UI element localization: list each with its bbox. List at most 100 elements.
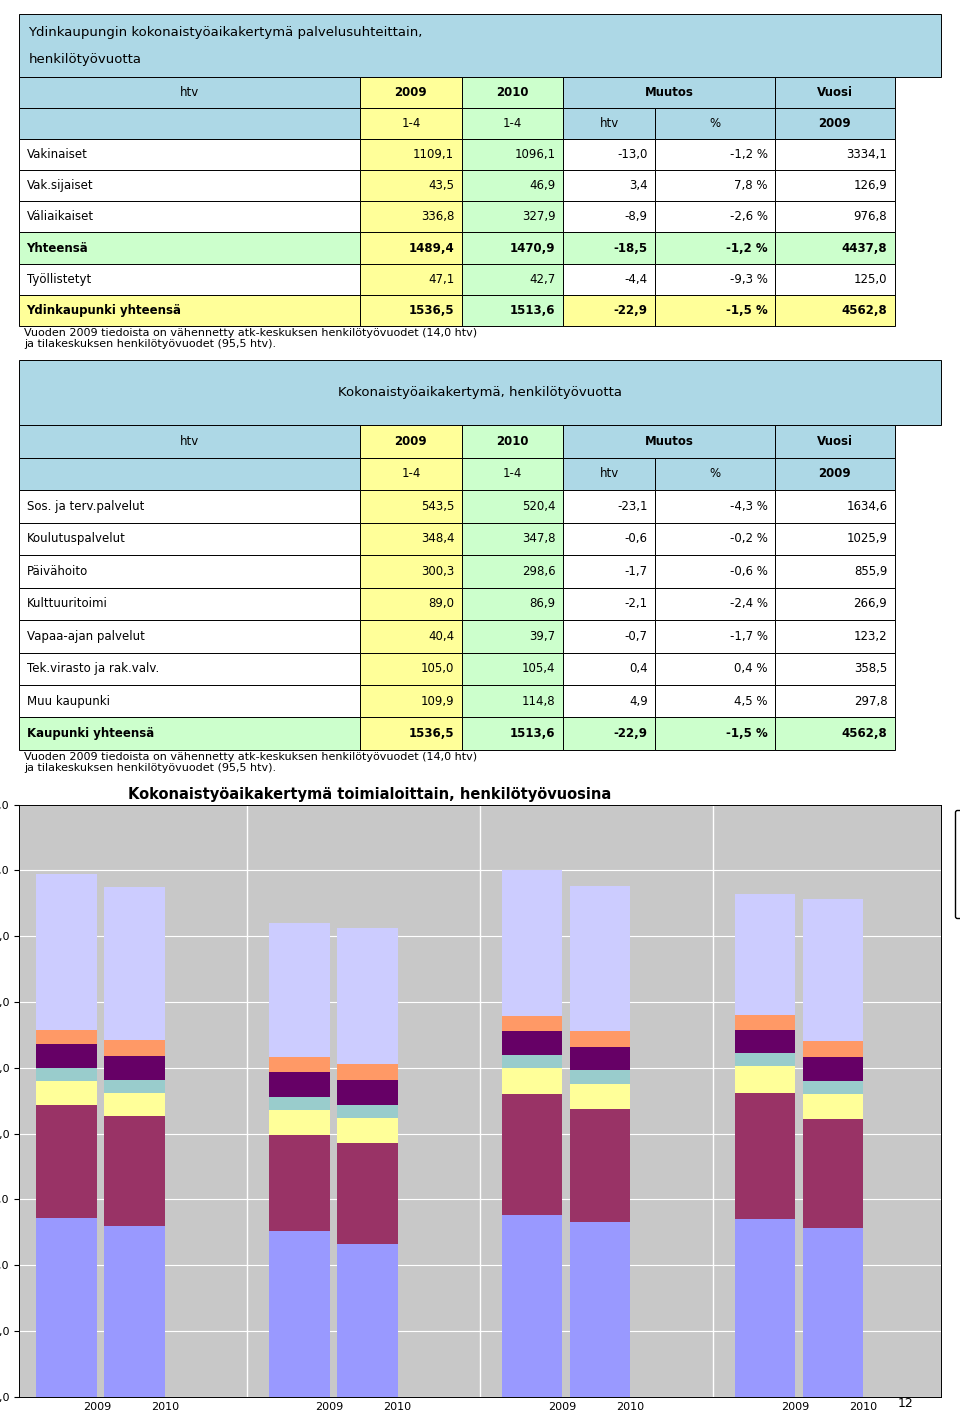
Bar <box>105 1056 165 1079</box>
Bar <box>105 1093 165 1116</box>
FancyBboxPatch shape <box>775 491 895 523</box>
Text: 1-4: 1-4 <box>401 468 420 481</box>
FancyBboxPatch shape <box>360 620 462 652</box>
Text: 105,4: 105,4 <box>522 662 556 675</box>
Text: Kokonaistyöaikakertymä, henkilötyövuotta: Kokonaistyöaikakertymä, henkilötyövuotta <box>338 386 622 400</box>
Bar <box>36 1081 97 1105</box>
Text: Muutos: Muutos <box>644 435 693 448</box>
Text: Tek.virasto ja rak.valv.: Tek.virasto ja rak.valv. <box>27 662 158 675</box>
Text: -0,2 %: -0,2 % <box>730 532 768 546</box>
Text: 4,9: 4,9 <box>629 695 648 708</box>
Text: htv: htv <box>599 468 618 481</box>
FancyBboxPatch shape <box>462 685 563 718</box>
Text: henkilötyövuotta: henkilötyövuotta <box>29 52 141 65</box>
Text: 855,9: 855,9 <box>854 564 887 579</box>
Text: Ydinkaupunki yhteensä: Ydinkaupunki yhteensä <box>27 303 181 316</box>
Text: Vuoden 2009 tiedoista on vähennetty atk-keskuksen henkilötyövuodet (14,0 htv)
ja: Vuoden 2009 tiedoista on vähennetty atk-… <box>24 328 477 349</box>
FancyBboxPatch shape <box>775 77 895 108</box>
Text: 125,0: 125,0 <box>853 272 887 285</box>
Text: 347,8: 347,8 <box>522 532 556 546</box>
Text: 47,1: 47,1 <box>428 272 454 285</box>
Bar <box>734 1029 795 1054</box>
Bar <box>570 1071 631 1083</box>
Bar <box>502 1055 563 1068</box>
Bar <box>803 1095 863 1119</box>
Bar <box>337 929 397 1064</box>
Bar <box>803 899 863 1041</box>
FancyBboxPatch shape <box>19 360 941 425</box>
Text: 297,8: 297,8 <box>853 695 887 708</box>
Bar <box>803 1228 863 1397</box>
Text: Kulttuuritoimi: Kulttuuritoimi <box>27 597 108 610</box>
FancyBboxPatch shape <box>462 587 563 620</box>
Text: 2010: 2010 <box>496 435 529 448</box>
FancyBboxPatch shape <box>19 264 360 295</box>
Text: Kaupunki yhteensä: Kaupunki yhteensä <box>27 727 154 740</box>
Bar <box>269 1110 329 1134</box>
FancyBboxPatch shape <box>19 458 360 491</box>
Text: 0,4 %: 0,4 % <box>734 662 768 675</box>
FancyBboxPatch shape <box>655 108 775 139</box>
FancyBboxPatch shape <box>19 685 360 718</box>
FancyBboxPatch shape <box>360 201 462 233</box>
FancyBboxPatch shape <box>775 108 895 139</box>
FancyBboxPatch shape <box>655 264 775 295</box>
Bar <box>337 1105 397 1117</box>
Text: Yhteensä: Yhteensä <box>27 241 88 254</box>
Text: 46,9: 46,9 <box>529 179 556 193</box>
FancyBboxPatch shape <box>775 264 895 295</box>
Text: 1470,9: 1470,9 <box>510 241 556 254</box>
FancyBboxPatch shape <box>462 233 563 264</box>
FancyBboxPatch shape <box>360 523 462 554</box>
Text: -2,4 %: -2,4 % <box>730 597 768 610</box>
Bar <box>337 1143 397 1244</box>
Text: 3334,1: 3334,1 <box>847 147 887 162</box>
Text: Sos. ja terv.palvelut: Sos. ja terv.palvelut <box>27 501 144 513</box>
FancyBboxPatch shape <box>563 108 655 139</box>
FancyBboxPatch shape <box>775 554 895 587</box>
Text: htv: htv <box>180 85 200 99</box>
Text: Vakinaiset: Vakinaiset <box>27 147 87 162</box>
Text: 336,8: 336,8 <box>420 210 454 223</box>
Text: -1,5 %: -1,5 % <box>726 727 768 740</box>
FancyBboxPatch shape <box>19 554 360 587</box>
Text: -0,7: -0,7 <box>625 630 648 642</box>
FancyBboxPatch shape <box>563 264 655 295</box>
Text: 327,9: 327,9 <box>522 210 556 223</box>
Text: Vapaa-ajan palvelut: Vapaa-ajan palvelut <box>27 630 144 642</box>
FancyBboxPatch shape <box>655 201 775 233</box>
Text: Vuosi: Vuosi <box>817 435 852 448</box>
FancyBboxPatch shape <box>462 170 563 201</box>
Text: 348,4: 348,4 <box>420 532 454 546</box>
FancyBboxPatch shape <box>360 491 462 523</box>
Text: 86,9: 86,9 <box>530 597 556 610</box>
Text: 4,5 %: 4,5 % <box>734 695 768 708</box>
Bar <box>803 1041 863 1058</box>
Text: -4,4: -4,4 <box>625 272 648 285</box>
Text: 2009: 2009 <box>395 435 427 448</box>
Text: Koulutuspalvelut: Koulutuspalvelut <box>27 532 126 546</box>
FancyBboxPatch shape <box>360 554 462 587</box>
Bar <box>105 888 165 1041</box>
Bar <box>803 1081 863 1095</box>
Bar <box>803 1058 863 1081</box>
Text: -8,9: -8,9 <box>625 210 648 223</box>
Text: 976,8: 976,8 <box>853 210 887 223</box>
FancyBboxPatch shape <box>462 458 563 491</box>
FancyBboxPatch shape <box>563 718 655 750</box>
FancyBboxPatch shape <box>655 523 775 554</box>
Text: 1-4: 1-4 <box>401 116 420 130</box>
FancyBboxPatch shape <box>563 170 655 201</box>
FancyBboxPatch shape <box>462 201 563 233</box>
Bar <box>570 1031 631 1046</box>
Bar <box>734 1015 795 1029</box>
Text: Vuoden 2009 tiedoista on vähennetty atk-keskuksen henkilötyövuodet (14,0 htv)
ja: Vuoden 2009 tiedoista on vähennetty atk-… <box>24 752 477 773</box>
FancyBboxPatch shape <box>462 295 563 326</box>
FancyBboxPatch shape <box>360 264 462 295</box>
FancyBboxPatch shape <box>19 620 360 652</box>
FancyBboxPatch shape <box>19 425 360 458</box>
FancyBboxPatch shape <box>655 295 775 326</box>
FancyBboxPatch shape <box>360 685 462 718</box>
FancyBboxPatch shape <box>775 139 895 170</box>
Bar <box>337 1117 397 1143</box>
